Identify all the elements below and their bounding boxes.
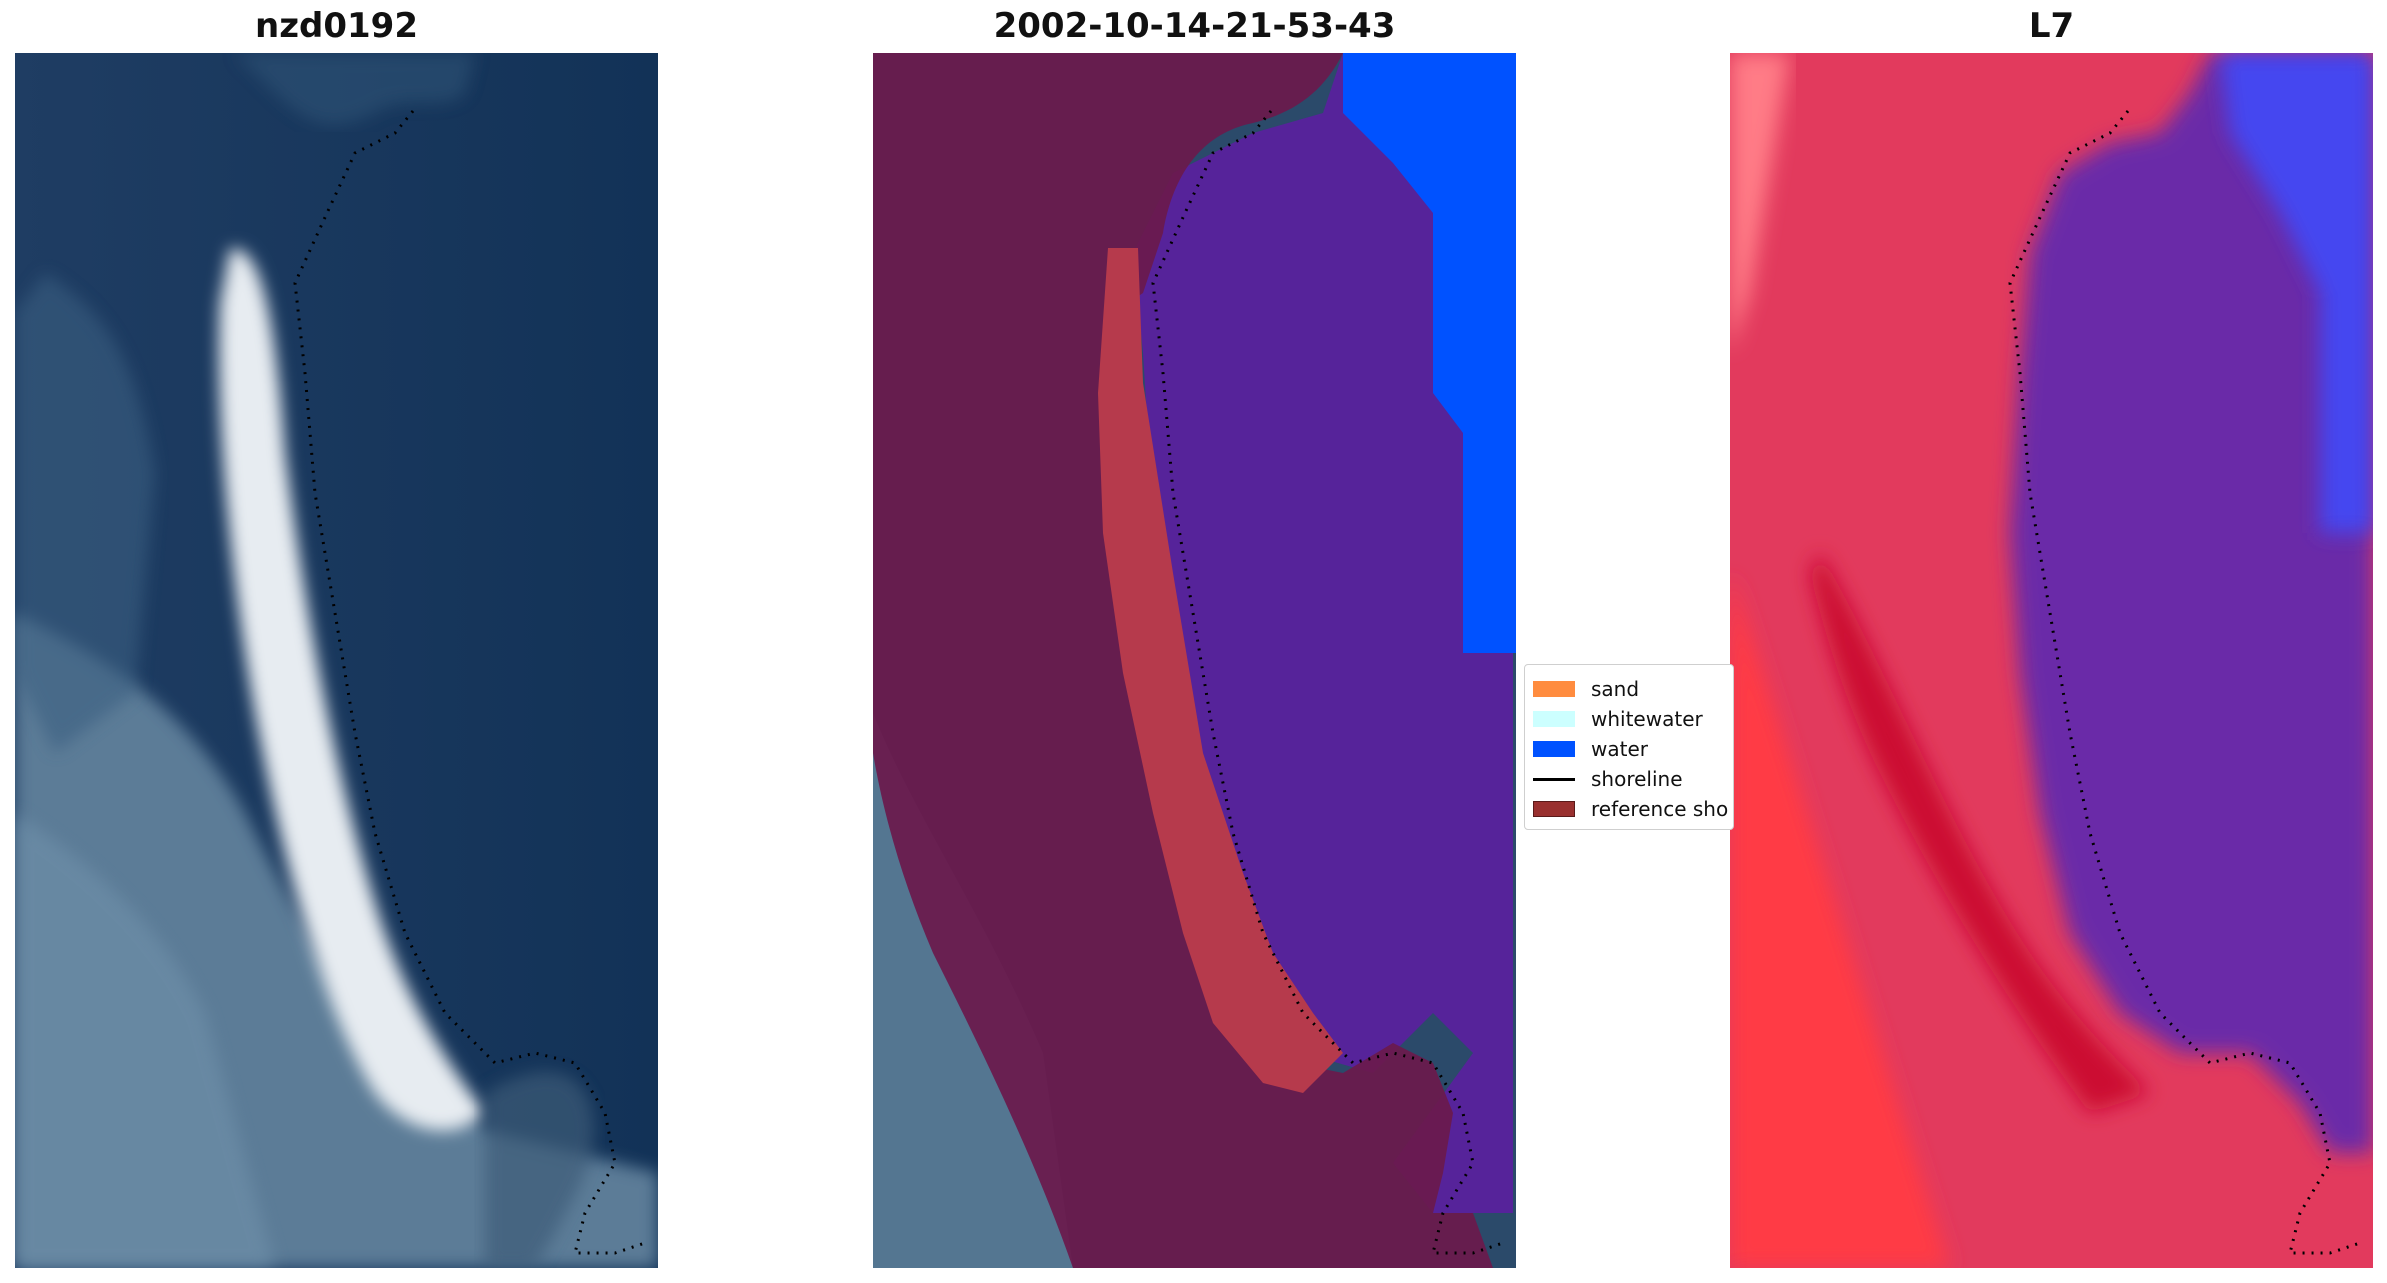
whitewater-swatch	[1533, 711, 1575, 727]
rgb-image-panel	[15, 53, 658, 1268]
legend-label-whitewater: whitewater	[1591, 707, 1703, 731]
reference-shoreline-swatch	[1533, 801, 1575, 817]
water-swatch	[1533, 741, 1575, 757]
legend-item-shoreline: shoreline	[1533, 765, 1683, 793]
index-panel	[1730, 53, 2373, 1268]
rgb-satellite-image	[15, 53, 658, 1268]
legend: sand whitewater water shoreline referenc…	[1524, 664, 1734, 830]
legend-label-reference-shoreline: reference sho	[1591, 797, 1729, 821]
classification-image	[873, 53, 1516, 1268]
legend-item-sand: sand	[1533, 675, 1639, 703]
sand-swatch	[1533, 681, 1575, 697]
legend-label-sand: sand	[1591, 677, 1640, 701]
index-image	[1730, 53, 2373, 1268]
panel-title-index: L7	[2028, 6, 2075, 46]
legend-item-whitewater: whitewater	[1533, 705, 1703, 733]
legend-item-water: water	[1533, 735, 1648, 763]
legend-label-shoreline: shoreline	[1591, 767, 1683, 791]
panel-title-rgb: nzd0192	[255, 6, 418, 46]
legend-label-water: water	[1591, 737, 1648, 761]
panel-title-classification: 2002-10-14-21-53-43	[993, 6, 1396, 46]
legend-item-reference-shoreline: reference sho	[1533, 795, 1728, 823]
classification-panel	[873, 53, 1516, 1268]
shoreline-swatch	[1533, 777, 1575, 781]
